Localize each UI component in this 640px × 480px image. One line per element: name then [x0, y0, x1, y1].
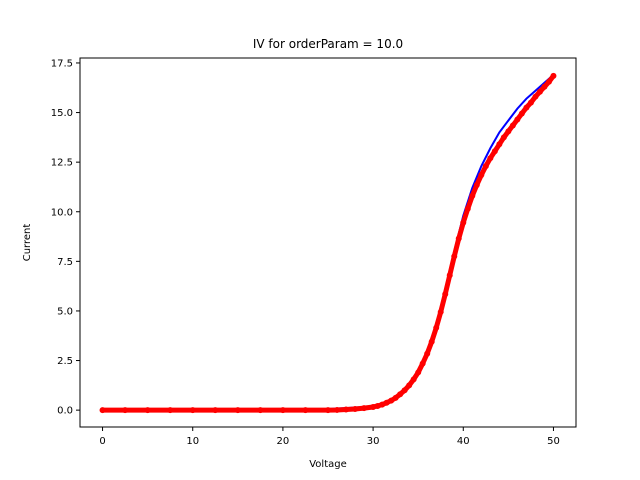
y-tick-label: 5.0 [57, 306, 73, 317]
data-point [383, 399, 390, 406]
data-point [325, 407, 331, 414]
data-point [424, 350, 431, 357]
y-tick-label: 7.5 [57, 257, 73, 268]
data-point [379, 401, 386, 408]
data-point [167, 407, 174, 414]
data-point [388, 397, 395, 404]
data-point [401, 387, 408, 394]
data-point [496, 141, 503, 148]
data-point [460, 219, 467, 226]
y-axis: 0.0 2.5 5.0 7.5 10.0 12.5 15.0 17.5 [51, 58, 80, 417]
data-point [514, 116, 521, 123]
data-point [189, 407, 196, 414]
plot-series [99, 72, 557, 414]
data-point [509, 122, 516, 129]
data-point [99, 407, 106, 414]
data-point [352, 405, 359, 412]
x-axis-label: Voltage [309, 459, 347, 470]
data-point [302, 407, 309, 414]
y-tick-label: 15.0 [51, 108, 73, 119]
data-point [446, 272, 453, 279]
data-point [334, 406, 341, 413]
data-point [541, 83, 548, 90]
data-point [527, 99, 534, 106]
data-point [374, 402, 381, 409]
data-point [433, 324, 440, 331]
chart-title: IV for orderParam = 10.0 [253, 37, 403, 51]
data-point [343, 406, 350, 413]
data-point [451, 253, 458, 260]
data-point [419, 360, 426, 367]
x-tick-label: 50 [547, 436, 560, 447]
data-point [361, 405, 368, 412]
x-axis: 0 10 20 30 40 50 [99, 427, 560, 447]
data-point [279, 407, 286, 414]
data-point [392, 394, 399, 401]
data-point [523, 104, 530, 111]
data-point [257, 407, 264, 414]
x-tick-label: 20 [277, 436, 290, 447]
data-point [536, 88, 543, 95]
plot-frame [79, 57, 577, 428]
data-point [487, 155, 494, 162]
data-point [473, 181, 480, 188]
data-point [122, 407, 129, 414]
data-point [464, 205, 471, 212]
data-point [397, 391, 404, 398]
x-tick-label: 30 [367, 436, 380, 447]
data-point [437, 308, 444, 315]
data-point [491, 148, 498, 155]
x-tick-label: 0 [99, 436, 105, 447]
data-point [505, 128, 512, 135]
data-point [550, 72, 557, 79]
data-point [428, 338, 435, 345]
y-tick-label: 17.5 [51, 58, 73, 69]
data-point [415, 369, 422, 376]
data-point [532, 93, 539, 100]
y-tick-label: 10.0 [51, 207, 73, 218]
data-point [545, 78, 552, 85]
data-point [234, 407, 241, 414]
x-tick-label: 10 [186, 436, 199, 447]
data-point [518, 110, 525, 117]
data-point [455, 235, 462, 242]
x-tick-label: 40 [457, 436, 470, 447]
y-axis-label: Current [22, 224, 33, 262]
data-point [442, 291, 449, 298]
y-tick-label: 2.5 [57, 356, 73, 367]
data-point [370, 403, 377, 410]
data-point [482, 163, 489, 170]
y-tick-label: 0.0 [57, 406, 73, 417]
data-point [406, 382, 413, 389]
data-point [212, 407, 219, 414]
data-point [144, 407, 151, 414]
y-tick-label: 12.5 [51, 158, 73, 169]
data-point [469, 192, 476, 199]
data-point [478, 172, 485, 179]
data-point [410, 376, 417, 383]
data-point [500, 134, 507, 141]
